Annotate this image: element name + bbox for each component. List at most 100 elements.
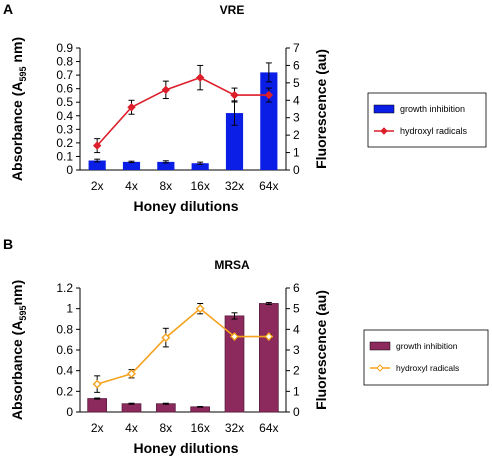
line-point-64x [264, 90, 274, 100]
y2-tick-label: 7 [293, 41, 300, 55]
x-tick-label: 4x [125, 421, 138, 435]
y-axis-title-prefix: Absorbance (A [9, 82, 25, 182]
legend-swatch-growth-inhibition [373, 104, 395, 114]
bar-32x [225, 113, 244, 170]
y-tick-label: 0.6 [56, 82, 73, 96]
x-axis-title: Honey dilutions [134, 198, 239, 214]
bar-error-bar [197, 406, 204, 408]
x-tick-label: 16x [190, 179, 209, 193]
line-point-16x [195, 73, 205, 82]
y-tick-label: 1 [66, 302, 73, 316]
line-point-2x [92, 141, 102, 150]
y2-tick-label: 5 [293, 76, 300, 90]
y-tick-label: 0.4 [56, 364, 73, 378]
y2-axis-title: Fluorescence (au) [313, 49, 329, 169]
y2-axis-title: Fluorescence (au) [313, 290, 329, 410]
x-tick-label: 64x [259, 179, 278, 193]
y2-tick-label: 6 [293, 281, 300, 295]
line-point-2x [92, 379, 102, 389]
bar-64x [260, 72, 278, 170]
bar-error-bar [94, 397, 101, 400]
x-tick-label: 32x [225, 421, 244, 435]
y2-tick-label: 1 [293, 384, 300, 398]
legend-swatch-growth-inhibition [369, 341, 391, 351]
bar-error-bar [231, 312, 238, 320]
bar-2x [87, 398, 108, 413]
legend: growth inhibition hydroxyl radicals [363, 329, 489, 386]
legend-marker-hydroxyl-radicals [380, 127, 388, 135]
line-point-8x [161, 85, 171, 95]
y-axis-title-subscript: 595 [18, 306, 28, 321]
legend-box [363, 329, 489, 386]
y-axis-title-prefix: Absorbance (A [9, 321, 25, 421]
y-tick-label: 0.8 [56, 55, 73, 69]
x-tick-label: 2x [91, 421, 104, 435]
y2-tick-label: 4 [293, 322, 300, 336]
legend-label-hydroxyl-radicals: hydroxyl radicals [400, 126, 468, 136]
y2-tick-label: 3 [293, 111, 300, 125]
legend-box [367, 92, 487, 148]
legend-marker-hydroxyl-radicals [376, 364, 384, 372]
line-point-8x [161, 333, 171, 343]
bar-4x [121, 403, 142, 413]
bar-error-bar [162, 402, 169, 405]
x-tick-label: 2x [91, 179, 104, 193]
y-axis-title-suffix: nm) [9, 37, 25, 67]
series-line-hydroxyl-radicals [96, 307, 269, 385]
panel-label: A [3, 1, 13, 17]
bar-error-bar [265, 62, 272, 83]
y-tick-label: 0 [66, 163, 73, 177]
bar-error-bar [197, 161, 204, 165]
y-tick-label: 0.2 [56, 136, 73, 150]
y-axis-title: Absorbance (A595nm) [9, 280, 28, 420]
line-point-32x [230, 90, 239, 100]
y-tick-label: 0.2 [56, 384, 73, 398]
x-tick-label: 8x [159, 421, 172, 435]
chart-panel-A: A VRE00.10.20.30.40.50.60.70.80.901234567… [3, 1, 487, 214]
panel-label: B [3, 236, 13, 252]
chart-panel-B: B MRSA 0 0.2 0.4 0.6 0.8 1 1.2 0 1 2 3 4 5 6 2x 4x 8x 16x 32… [3, 236, 489, 456]
bar-error-bar [162, 160, 169, 164]
y2-tick-label: 1 [293, 146, 300, 160]
y-axis-title: Absorbance (A595 nm) [9, 37, 28, 181]
line-point-64x [264, 332, 274, 342]
y2-tick-label: 6 [293, 58, 300, 72]
y-axis-title-subscript: 595 [18, 66, 28, 81]
bar-4x [122, 161, 141, 170]
x-tick-label: 4x [125, 179, 138, 193]
series-line-hydroxyl-radicals [96, 76, 269, 147]
y2-tick-label: 0 [293, 163, 300, 177]
y-tick-label: 0.4 [56, 109, 73, 123]
chart-title: VRE [220, 3, 245, 17]
y-tick-label: 0.9 [56, 41, 73, 55]
y2-tick-label: 2 [293, 364, 300, 378]
y-tick-label: 0.8 [56, 322, 73, 336]
line-point-4x [127, 103, 136, 112]
line-point-16x [195, 304, 205, 314]
y-tick-label: 0.5 [56, 95, 73, 109]
bar-8x [155, 403, 176, 413]
line-point-32x [230, 332, 239, 342]
x-tick-label: 8x [159, 179, 172, 193]
bar-8x [157, 161, 175, 170]
bar-error-bar [265, 301, 272, 306]
y-tick-label: 1.2 [56, 281, 73, 295]
legend: growth inhibition hydroxyl radicals [367, 92, 487, 148]
y-tick-label: 0.7 [56, 68, 73, 82]
bar-error-bar [94, 158, 101, 163]
y-tick-label: 0.3 [56, 122, 73, 136]
legend-label-hydroxyl-radicals: hydroxyl radicals [396, 363, 459, 373]
y2-tick-label: 0 [293, 405, 300, 419]
legend-label-growth-inhibition: growth inhibition [396, 341, 458, 351]
x-tick-label: 64x [259, 421, 278, 435]
y-tick-label: 0 [66, 405, 73, 419]
y2-tick-label: 2 [293, 128, 300, 142]
chart-title: MRSA [214, 258, 250, 272]
bar-error-bar [128, 402, 135, 405]
bar-16x [191, 163, 209, 170]
x-tick-label: 16x [190, 421, 209, 435]
y-tick-label: 0.1 [56, 149, 73, 163]
bar-2x [88, 160, 106, 170]
y-axis-title-suffix: nm) [9, 280, 25, 306]
